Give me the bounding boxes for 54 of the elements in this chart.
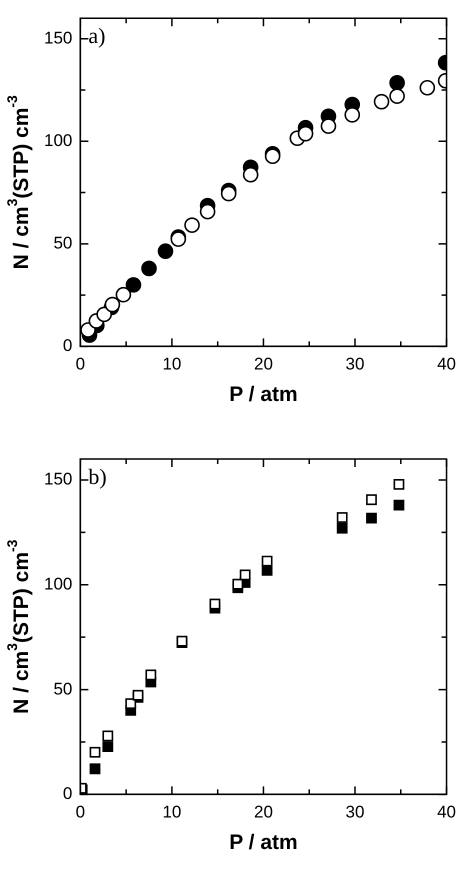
point [242, 166, 258, 183]
y-tick-label: 50 [53, 679, 72, 698]
x-tick-label: 40 [437, 354, 456, 374]
point [104, 296, 120, 312]
x-tick-label: 30 [346, 354, 364, 374]
point [96, 306, 112, 322]
point [366, 494, 377, 506]
y-tick-label: 100 [44, 130, 72, 150]
point [125, 698, 136, 710]
point [262, 556, 273, 566]
point [344, 107, 360, 123]
x-tick-label: 20 [254, 802, 273, 822]
point [366, 512, 377, 524]
y-axis-title: N / cm3(STP) cm-3 [4, 539, 33, 714]
point [90, 746, 100, 758]
point [210, 598, 220, 610]
y-tick-label: 150 [44, 470, 72, 489]
annotation: b) [88, 464, 107, 489]
point [374, 94, 390, 110]
point [102, 741, 114, 752]
y-tick-label: 0 [62, 336, 72, 356]
x-tick-label: 10 [162, 354, 182, 374]
point [232, 578, 244, 590]
point [394, 478, 404, 490]
y-tick-label: 100 [44, 574, 72, 594]
point [158, 243, 174, 260]
point [240, 570, 251, 580]
y-tick-label: 0 [62, 784, 72, 804]
y-axis-title: N / cm3(STP) cm-3 [4, 94, 33, 270]
point [102, 730, 114, 742]
x-tick-label: 0 [76, 802, 86, 822]
y-tick-label: 50 [53, 234, 72, 253]
point [126, 277, 142, 293]
annotation: a) [88, 22, 106, 48]
point [90, 763, 100, 774]
point [298, 126, 314, 142]
point [141, 260, 157, 276]
point [336, 522, 348, 534]
y-tick-label: 150 [44, 28, 72, 48]
point [336, 512, 348, 523]
point [145, 670, 156, 680]
x-tick-label: 30 [346, 802, 364, 822]
point [184, 217, 200, 233]
x-tick-label: 10 [162, 802, 182, 822]
x-axis-title: P / atm [229, 831, 298, 854]
x-tick-label: 20 [254, 354, 273, 374]
point [394, 500, 404, 511]
point [320, 118, 336, 134]
point [200, 204, 216, 220]
x-tick-label: 0 [76, 354, 86, 374]
x-axis-title: P / atm [229, 383, 298, 406]
point [389, 75, 405, 91]
point [220, 186, 236, 202]
x-tick-label: 40 [437, 802, 456, 822]
